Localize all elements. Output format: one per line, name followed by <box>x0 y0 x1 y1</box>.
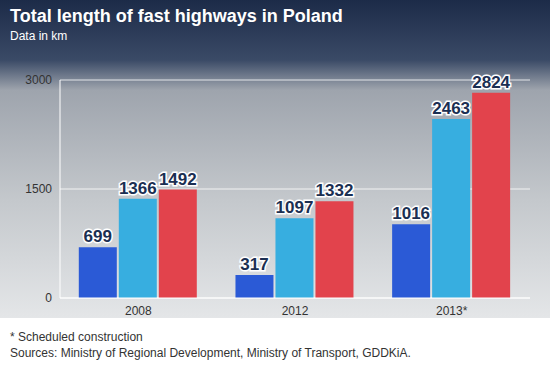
svg-text:2013*: 2013* <box>436 304 468 318</box>
svg-text:2824: 2824 <box>472 73 510 92</box>
svg-text:1366: 1366 <box>119 179 157 198</box>
svg-text:1492: 1492 <box>159 170 197 189</box>
svg-text:1016: 1016 <box>392 204 430 223</box>
svg-text:2012: 2012 <box>282 304 309 318</box>
svg-text:3000: 3000 <box>25 73 52 87</box>
svg-text:1097: 1097 <box>276 198 314 217</box>
svg-text:2463: 2463 <box>432 99 470 118</box>
svg-text:699: 699 <box>84 227 112 246</box>
svg-text:1332: 1332 <box>316 181 354 200</box>
svg-text:2008: 2008 <box>125 304 152 318</box>
svg-text:0: 0 <box>45 291 52 305</box>
html-text:Total length of fast highways: Total length of fast highways in Poland <box>10 6 343 26</box>
svg-text:1500: 1500 <box>25 182 52 196</box>
html-text:Data in km: Data in km <box>10 29 68 43</box>
svg-text:317: 317 <box>240 255 268 274</box>
html-text:* Scheduled construction: * Scheduled construction <box>10 330 143 344</box>
html-text:Sources: Ministry of Regional: Sources: Ministry of Regional Developmen… <box>10 346 411 360</box>
